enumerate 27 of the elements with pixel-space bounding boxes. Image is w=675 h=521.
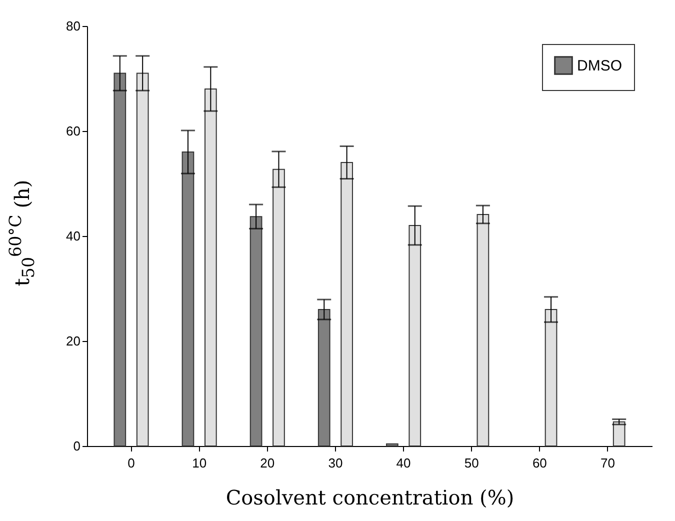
- x-tick-label: 50: [464, 456, 479, 470]
- x-tick-label: 20: [260, 456, 275, 470]
- y-tick-label: 80: [66, 18, 80, 34]
- x-tick-label: 70: [600, 456, 615, 470]
- legend-label: DMSO: [577, 58, 622, 74]
- bar: [386, 443, 398, 446]
- bar: [114, 72, 126, 446]
- x-axis-title: Cosolvent concentration (%): [226, 486, 514, 510]
- bar: [250, 216, 262, 446]
- bar: [318, 309, 330, 446]
- y-tick-label: 0: [73, 438, 80, 454]
- bar: [476, 214, 490, 446]
- bar: [182, 152, 194, 446]
- bar: [408, 225, 422, 446]
- y-tick-label: 60: [66, 124, 80, 138]
- x-tick-label: 60: [532, 456, 547, 470]
- y-tick-label: 20: [66, 334, 80, 348]
- x-tick-label: 0: [128, 456, 135, 470]
- bar: [544, 309, 558, 446]
- bar: [340, 162, 353, 446]
- y-tick-label: 40: [66, 228, 80, 244]
- x-tick-label: 10: [192, 456, 207, 470]
- bar: [272, 168, 285, 446]
- x-tick-label: 40: [396, 456, 411, 470]
- x-tick-label: 30: [328, 456, 343, 470]
- bar: [136, 72, 149, 446]
- bar: [204, 88, 217, 446]
